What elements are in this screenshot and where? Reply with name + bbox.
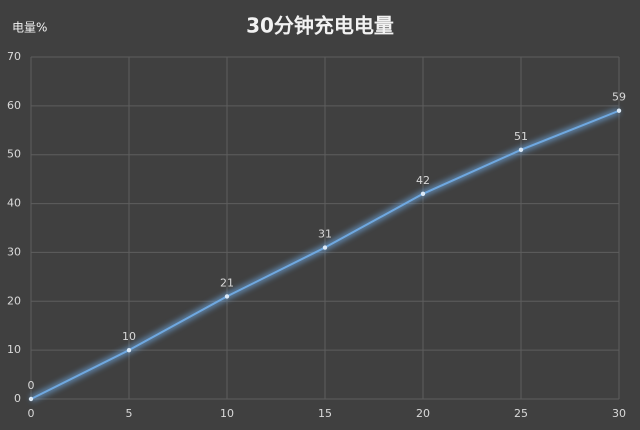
x-tick-label: 20 (416, 407, 430, 420)
data-label: 21 (220, 276, 234, 289)
y-tick-label: 20 (7, 294, 21, 307)
y-tick-label: 70 (7, 50, 21, 63)
data-label: 31 (318, 228, 332, 241)
y-tick-label: 50 (7, 148, 21, 161)
data-label: 59 (612, 91, 626, 104)
data-label: 0 (28, 379, 35, 392)
y-axis-label: 电量% (12, 21, 47, 35)
x-tick-label: 10 (220, 407, 234, 420)
point (420, 191, 426, 196)
point (224, 294, 230, 299)
x-tick-label: 15 (318, 407, 332, 420)
y-tick-label: 60 (7, 99, 21, 112)
x-tick-label: 5 (126, 407, 133, 420)
data-label: 51 (514, 130, 528, 143)
y-tick-label: 30 (7, 245, 21, 258)
y-tick-label: 0 (14, 392, 21, 405)
point (28, 396, 34, 402)
data-label: 10 (122, 330, 136, 343)
point (616, 108, 622, 113)
y-tick-label: 40 (7, 197, 21, 210)
y-tick-label: 10 (7, 343, 21, 356)
x-tick-label: 30 (612, 407, 626, 420)
x-tick-label: 0 (28, 407, 35, 420)
point (322, 245, 328, 250)
data-label: 42 (416, 174, 430, 187)
point (126, 347, 132, 353)
point (518, 147, 524, 153)
x-tick-label: 25 (514, 407, 528, 420)
chart-title: 30分钟充电电量 (246, 14, 394, 38)
